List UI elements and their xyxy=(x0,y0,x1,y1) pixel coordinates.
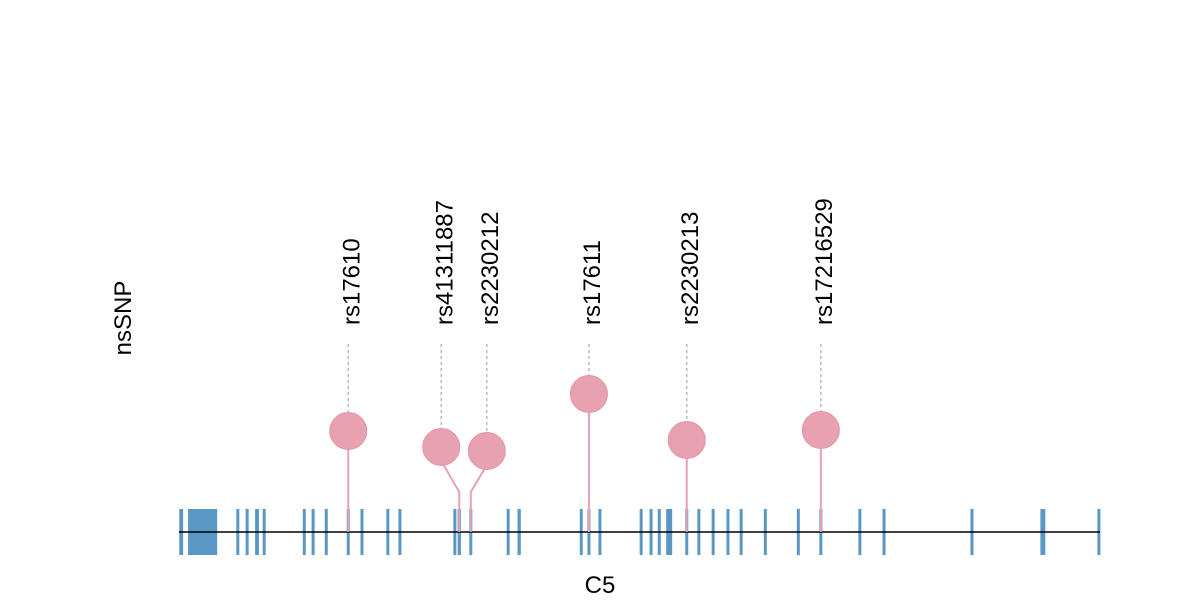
snp-label: rs2230213 xyxy=(677,212,704,325)
snp-track: rs17610 rs41311887 rs2230212 rs17611 rs22302… xyxy=(329,198,840,532)
snp-rs17610[interactable]: rs17610 xyxy=(329,238,368,532)
snp-head[interactable] xyxy=(667,421,706,459)
snp-head[interactable] xyxy=(422,428,461,466)
snp-label: rs17610 xyxy=(338,238,365,325)
snp-rs17611[interactable]: rs17611 xyxy=(569,240,608,532)
snp-rs17216529[interactable]: rs17216529 xyxy=(801,198,840,532)
snp-head[interactable] xyxy=(329,412,368,450)
y-axis-label: nsSNP xyxy=(110,281,137,356)
snp-stem xyxy=(440,460,461,532)
snp-label: rs41311887 xyxy=(431,200,458,325)
snp-head[interactable] xyxy=(467,432,506,470)
snp-head[interactable] xyxy=(801,411,840,449)
snp-label: rs17611 xyxy=(579,240,606,325)
x-axis-label: C5 xyxy=(585,572,616,599)
snp-rs2230213[interactable]: rs2230213 xyxy=(667,212,706,532)
snp-head[interactable] xyxy=(569,375,608,413)
snp-label: rs17216529 xyxy=(811,198,838,325)
snp-stem xyxy=(469,464,488,532)
snp-rs2230212[interactable]: rs2230212 xyxy=(467,212,506,532)
snp-rs41311887[interactable]: rs41311887 xyxy=(422,200,461,532)
snp-label: rs2230212 xyxy=(477,212,504,325)
